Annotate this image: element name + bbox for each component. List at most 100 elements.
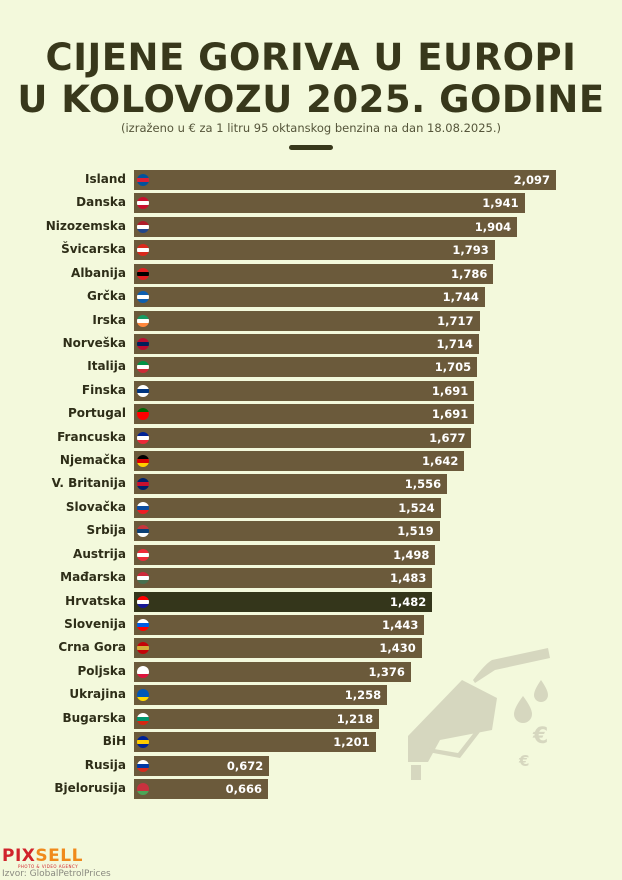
- bar-row: Nizozemska 1,904: [0, 216, 622, 237]
- title-line-1: CIJENE GORIVA U EUROPI: [45, 36, 577, 79]
- bar: 0,672: [134, 755, 270, 776]
- euro-icon: €: [532, 724, 548, 749]
- category-label: Finska: [81, 382, 126, 397]
- category-label: Albanija: [71, 265, 126, 280]
- value-label: 1,376: [368, 664, 405, 679]
- bar-row: Srbija 1,519: [0, 521, 622, 542]
- category-label: Mađarska: [60, 570, 126, 585]
- flag-icon: [137, 408, 149, 421]
- category-label: Francuska: [57, 429, 126, 444]
- flag-icon: [137, 478, 149, 491]
- bar: 1,786: [134, 263, 494, 284]
- flag-icon: [137, 431, 149, 444]
- category-label: Bugarska: [62, 710, 126, 725]
- category-label: Island: [85, 172, 126, 186]
- bar: 1,744: [134, 287, 485, 308]
- euro-icon-small: €: [518, 752, 529, 770]
- pixsell-logo: PIXSELL: [2, 846, 83, 866]
- category-label: Irska: [92, 312, 126, 327]
- bar: 1,201: [134, 732, 376, 753]
- bar: 1,691: [134, 404, 475, 425]
- value-label: 2,097: [513, 173, 550, 187]
- category-label: Rusija: [84, 757, 126, 772]
- category-label: V. Britanija: [51, 476, 126, 491]
- category-label: Austrija: [73, 546, 126, 561]
- bar: 1,524: [134, 497, 441, 518]
- bar: 1,705: [134, 357, 478, 378]
- bar: 1,483: [134, 568, 433, 589]
- flag-icon: [137, 197, 149, 210]
- bar-row: Portugal 1,691: [0, 404, 622, 425]
- bar-row: Danska 1,941: [0, 193, 622, 214]
- flag-icon: [137, 361, 149, 374]
- bar-row: Crna Gora 1,430: [0, 638, 622, 659]
- value-label: 1,443: [381, 617, 419, 632]
- value-label: 1,482: [389, 594, 427, 609]
- bar: 1,691: [134, 380, 475, 401]
- flag-icon: [137, 220, 149, 233]
- bar-row: Austrija 1,498: [0, 544, 622, 565]
- category-label: Italija: [87, 359, 126, 374]
- value-label: 1,793: [452, 243, 489, 258]
- value-label: 1,691: [431, 407, 469, 422]
- bar-row: Norveška 1,714: [0, 333, 622, 354]
- divider: [289, 145, 333, 150]
- bar: 1,482: [134, 591, 433, 612]
- bar: 1,904: [134, 216, 518, 237]
- title-line-2: U KOLOVOZU 2025. GODINE: [17, 78, 605, 121]
- bar-row: Njemačka 1,642: [0, 451, 622, 472]
- flag-icon: [137, 314, 149, 327]
- bar: 2,097: [134, 170, 556, 190]
- flag-icon: [137, 501, 149, 514]
- bar: 1,677: [134, 427, 472, 448]
- bar-row: Grčka 1,744: [0, 287, 622, 308]
- bar: 1,717: [134, 310, 480, 331]
- value-label: 1,941: [482, 196, 519, 211]
- flag-icon: [137, 244, 149, 257]
- category-label: Švicarska: [61, 242, 126, 257]
- bar-row: Bjelorusija 0,666: [0, 778, 622, 799]
- value-label: 1,714: [436, 336, 473, 351]
- value-label: 1,705: [434, 360, 472, 375]
- bar: 1,793: [134, 240, 495, 261]
- bar-row: Finska 1,691: [0, 380, 622, 401]
- bar-row: Poljska 1,376: [0, 661, 622, 682]
- flag-icon: [137, 455, 149, 468]
- value-label: 1,904: [474, 219, 512, 234]
- category-label: Hrvatska: [65, 593, 126, 608]
- value-label: 1,430: [379, 641, 416, 656]
- flag-icon: [137, 384, 149, 397]
- value-label: 1,498: [393, 547, 430, 562]
- flag-icon: [137, 548, 149, 561]
- category-label: BiH: [102, 734, 126, 749]
- bar: 1,714: [134, 333, 479, 354]
- category-label: Bjelorusija: [54, 780, 126, 795]
- flag-icon: [137, 782, 149, 795]
- value-label: 1,258: [344, 688, 382, 703]
- bar-row: Italija 1,705: [0, 357, 622, 378]
- bar-row: Ukrajina 1,258: [0, 685, 622, 706]
- fuel-pump-icon: € €: [408, 648, 550, 780]
- value-label: 1,218: [336, 711, 374, 726]
- flag-icon: [137, 267, 149, 280]
- bar-row: BiH 1,201: [0, 732, 622, 753]
- bar-row: Mađarska 1,483: [0, 568, 622, 589]
- value-label: 1,524: [398, 500, 435, 515]
- bar: 1,258: [134, 685, 388, 706]
- bar: 1,642: [134, 451, 465, 472]
- bar-row: Island 2,097: [0, 170, 622, 190]
- value-label: 1,691: [431, 383, 469, 398]
- category-label: Slovačka: [65, 499, 126, 514]
- bar: 1,556: [134, 474, 448, 495]
- bar-row: Albanija 1,786: [0, 263, 622, 284]
- bar: 0,666: [134, 778, 269, 799]
- value-label: 1,201: [333, 735, 370, 750]
- bar-row: V. Britanija 1,556: [0, 474, 622, 495]
- category-label: Srbija: [86, 523, 126, 538]
- source-note: Izvor: GlobalPetrolPrices: [2, 869, 111, 879]
- bar-row: Slovenija 1,443: [0, 614, 622, 635]
- bar-row: Hrvatska 1,482: [0, 591, 622, 612]
- flag-icon: [137, 337, 149, 350]
- bar-row: Švicarska 1,793: [0, 240, 622, 261]
